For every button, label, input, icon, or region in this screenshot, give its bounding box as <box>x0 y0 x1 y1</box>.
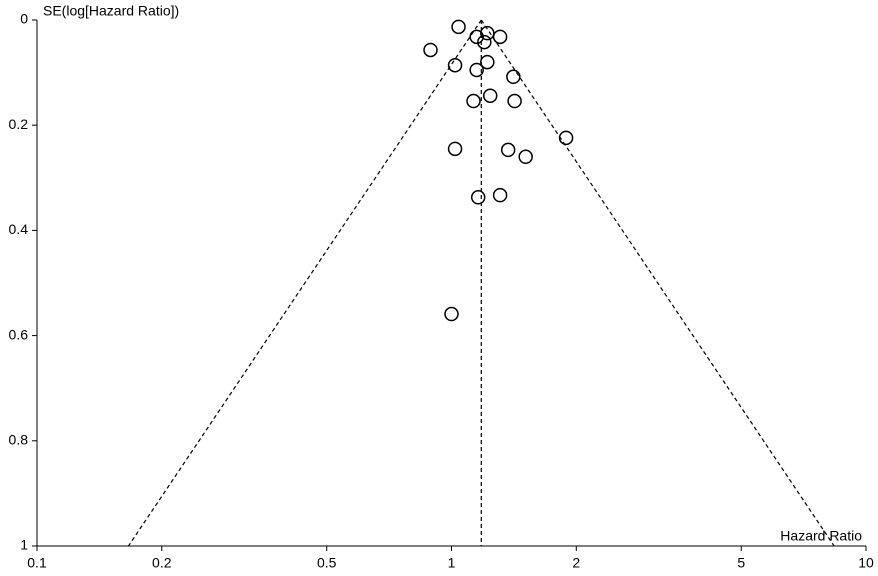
study-point <box>480 25 495 41</box>
study-point <box>469 29 484 45</box>
x-tick-label: 1 <box>448 555 456 571</box>
study-point <box>477 34 492 50</box>
study-point <box>423 42 438 58</box>
study-point <box>469 62 484 78</box>
x-tick-label: 5 <box>737 555 745 571</box>
y-axis-label: SE(log[Hazard Ratio]) <box>43 3 179 19</box>
study-point <box>482 88 498 103</box>
study-point <box>480 54 495 70</box>
x-tick-label: 2 <box>572 555 580 571</box>
study-point <box>466 93 481 109</box>
x-tick-label: 10 <box>858 555 874 571</box>
study-point <box>558 130 574 146</box>
x-tick-label: 0.1 <box>27 555 47 571</box>
study-point <box>492 187 508 203</box>
study-point <box>500 142 516 158</box>
y-tick-label: 0.6 <box>9 326 29 342</box>
x-axis-label: Hazard Ratio <box>780 528 862 544</box>
study-point <box>506 69 521 85</box>
study-point <box>447 57 463 73</box>
study-point <box>451 19 466 35</box>
funnel-left <box>127 19 482 547</box>
study-point <box>492 29 508 45</box>
x-tick-label: 0.5 <box>317 555 337 571</box>
study-point <box>444 306 459 322</box>
study-point <box>507 93 522 109</box>
y-tick-label: 0.2 <box>9 116 29 132</box>
study-point <box>447 141 463 157</box>
study-point <box>470 190 486 205</box>
y-tick-label: 0.4 <box>9 221 29 237</box>
y-tick-label: 1 <box>20 537 28 553</box>
x-tick-label: 0.2 <box>152 555 172 571</box>
y-tick-label: 0 <box>20 11 28 27</box>
y-tick-label: 0.8 <box>9 432 29 448</box>
study-point <box>518 149 533 165</box>
funnel-right <box>480 19 835 547</box>
